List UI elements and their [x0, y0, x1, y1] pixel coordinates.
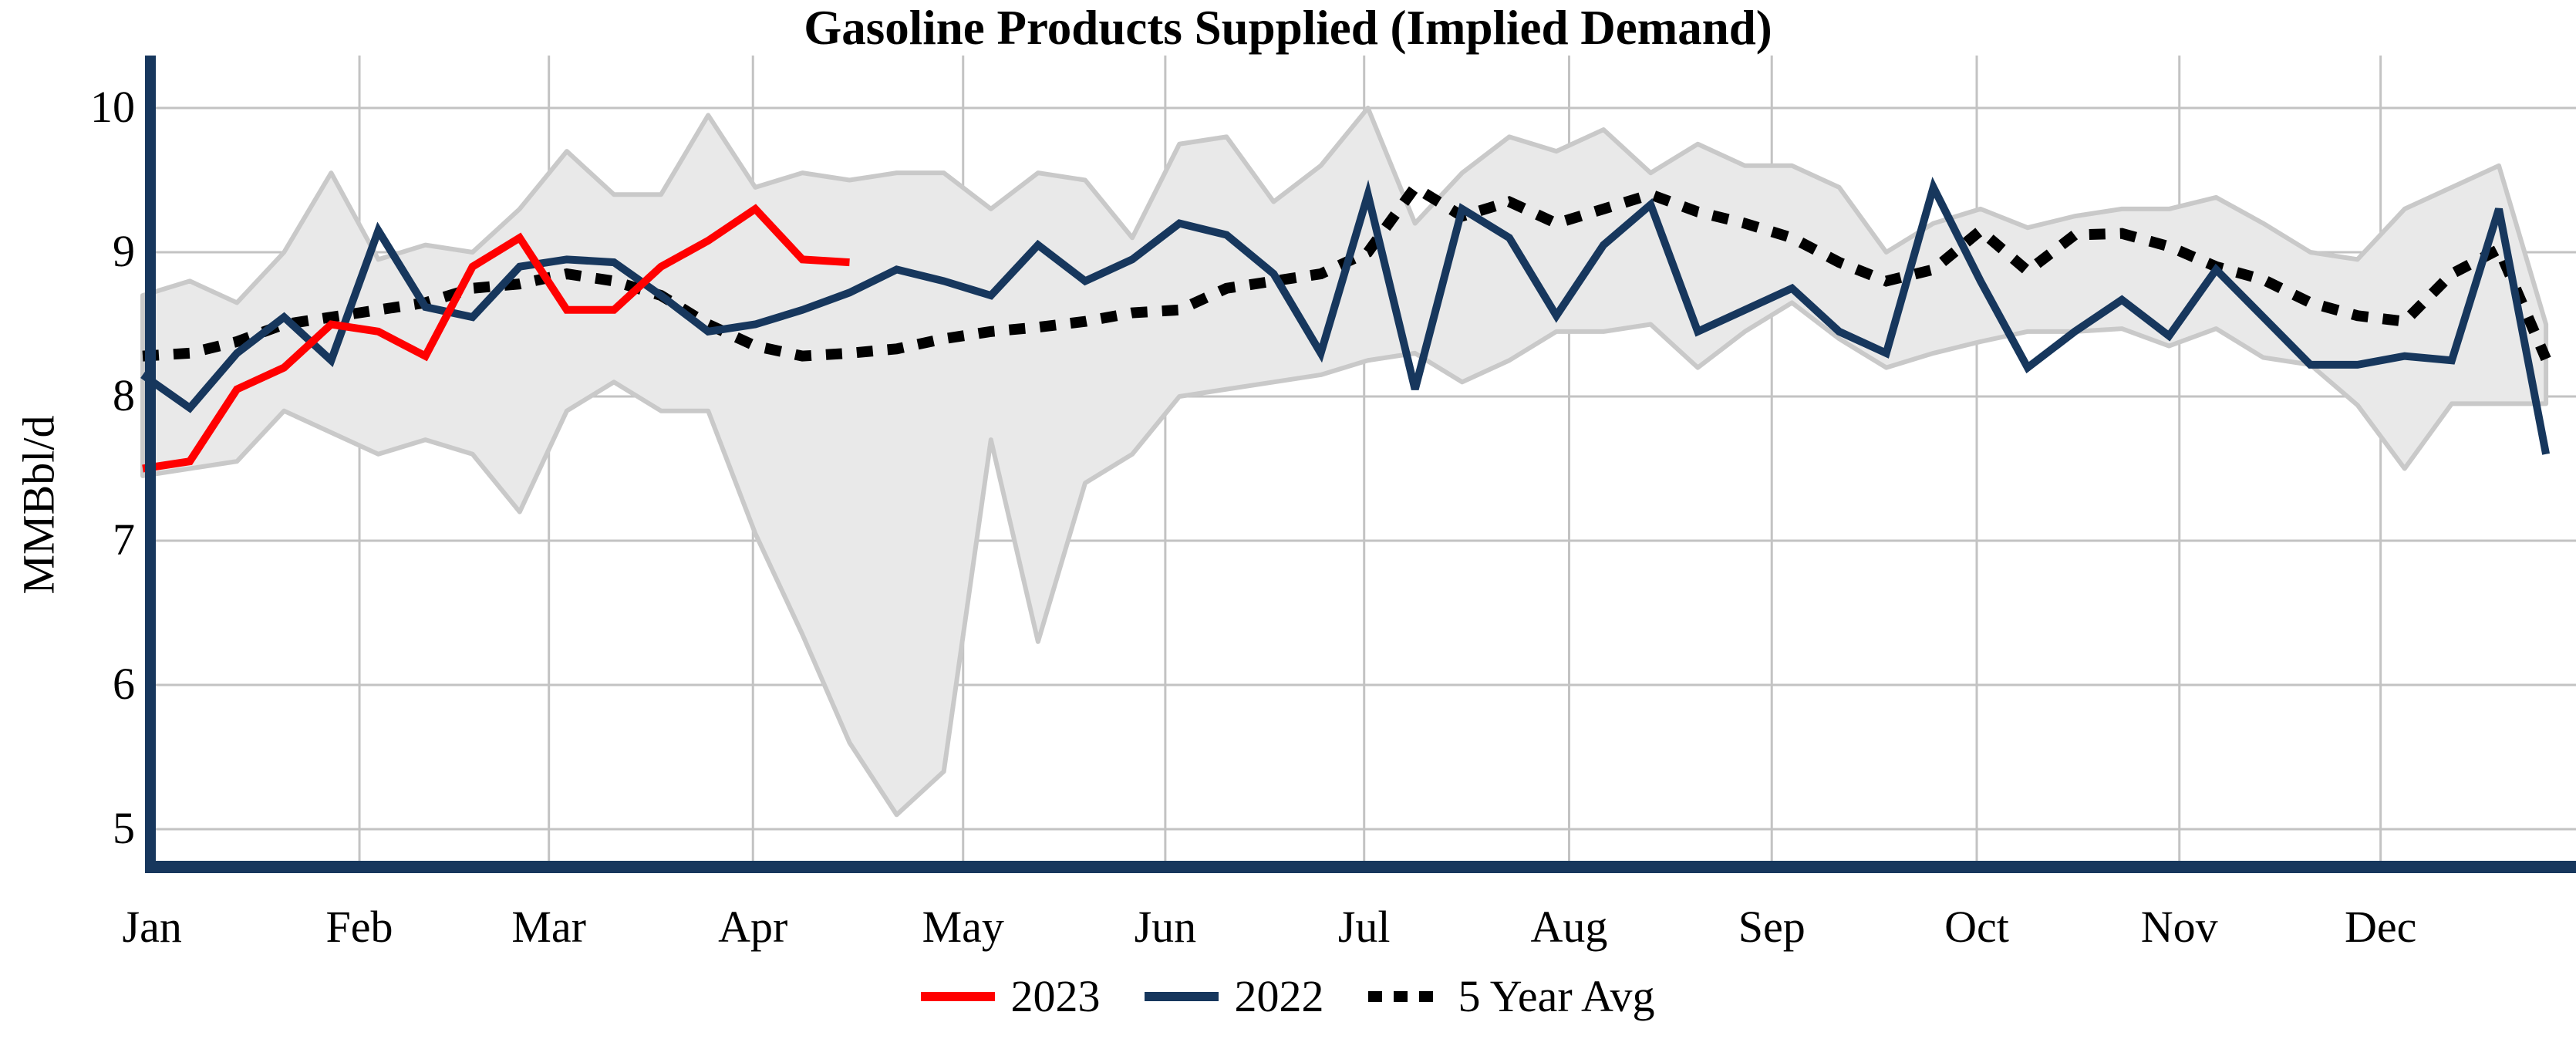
series-2022-line [140, 177, 2551, 455]
legend-label-5yr-avg: 5 Year Avg [1458, 971, 1655, 1021]
y-tick-label-10: 10 [90, 82, 135, 132]
legend-item-5yr-avg: 5 Year Avg [1368, 970, 1655, 1022]
x-tick-label-sep: Sep [1738, 902, 1806, 952]
red-line-swatch-icon [921, 991, 996, 1001]
legend-item-2023: 2023 [921, 970, 1100, 1022]
x-tick-label-mar: Mar [511, 902, 586, 952]
y-tick-label-7: 7 [113, 514, 135, 565]
x-tick-label-aug: Aug [1530, 902, 1608, 952]
x-tick-label-apr: Apr [718, 902, 788, 952]
series-2023-line [142, 204, 850, 473]
x-tick-label-jul: Jul [1337, 902, 1391, 952]
x-axis-spine [145, 861, 2576, 873]
band-5yr-range [140, 106, 2549, 818]
legend-label-2023: 2023 [1010, 971, 1101, 1021]
y-tick-label-8: 8 [113, 370, 135, 420]
x-tick-label-oct: Oct [1944, 902, 2009, 952]
legend-label-2022: 2022 [1234, 971, 1324, 1021]
navy-line-swatch-icon [1145, 991, 1219, 1001]
y-tick-label-9: 9 [113, 226, 135, 276]
dashed-line-swatch-icon [1368, 990, 1443, 1002]
x-tick-label-jan: Jan [122, 902, 182, 952]
x-tick-label-nov: Nov [2140, 902, 2218, 952]
x-tick-label-may: May [922, 902, 1004, 952]
legend: 2023 2022 5 Year Avg [0, 970, 2576, 1022]
x-tick-label-feb: Feb [325, 902, 393, 952]
y-tick-label-5: 5 [113, 803, 135, 853]
y-axis-spine [145, 56, 156, 873]
x-tick-label-dec: Dec [2344, 902, 2417, 952]
x-tick-label-jun: Jun [1134, 902, 1197, 952]
legend-item-2022: 2022 [1145, 970, 1323, 1022]
chart-title: Gasoline Products Supplied (Implied Dema… [804, 1, 1772, 55]
y-tick-label-6: 6 [113, 659, 135, 709]
